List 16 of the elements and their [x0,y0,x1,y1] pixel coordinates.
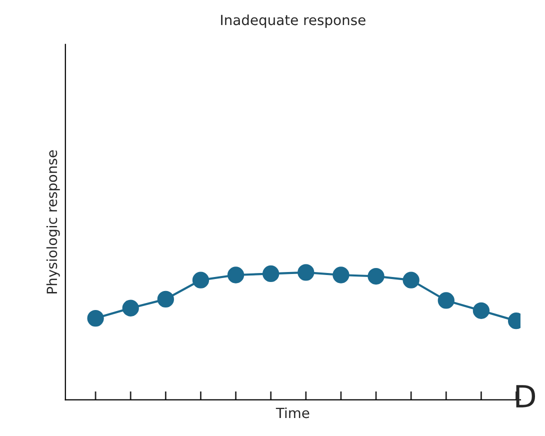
point [438,292,454,309]
chart-title: Inadequate response [221,14,366,28]
point [368,268,384,285]
point [472,302,490,319]
point [402,272,420,288]
point [122,300,139,316]
point [87,310,104,327]
point [227,266,244,284]
point [332,266,350,284]
annotation: D [516,385,536,408]
point [298,264,314,281]
point [157,290,174,308]
point [262,265,280,282]
x-axis-title: Time [276,407,310,418]
y-axis-title: Physiologic response [46,150,60,294]
point [192,272,210,288]
